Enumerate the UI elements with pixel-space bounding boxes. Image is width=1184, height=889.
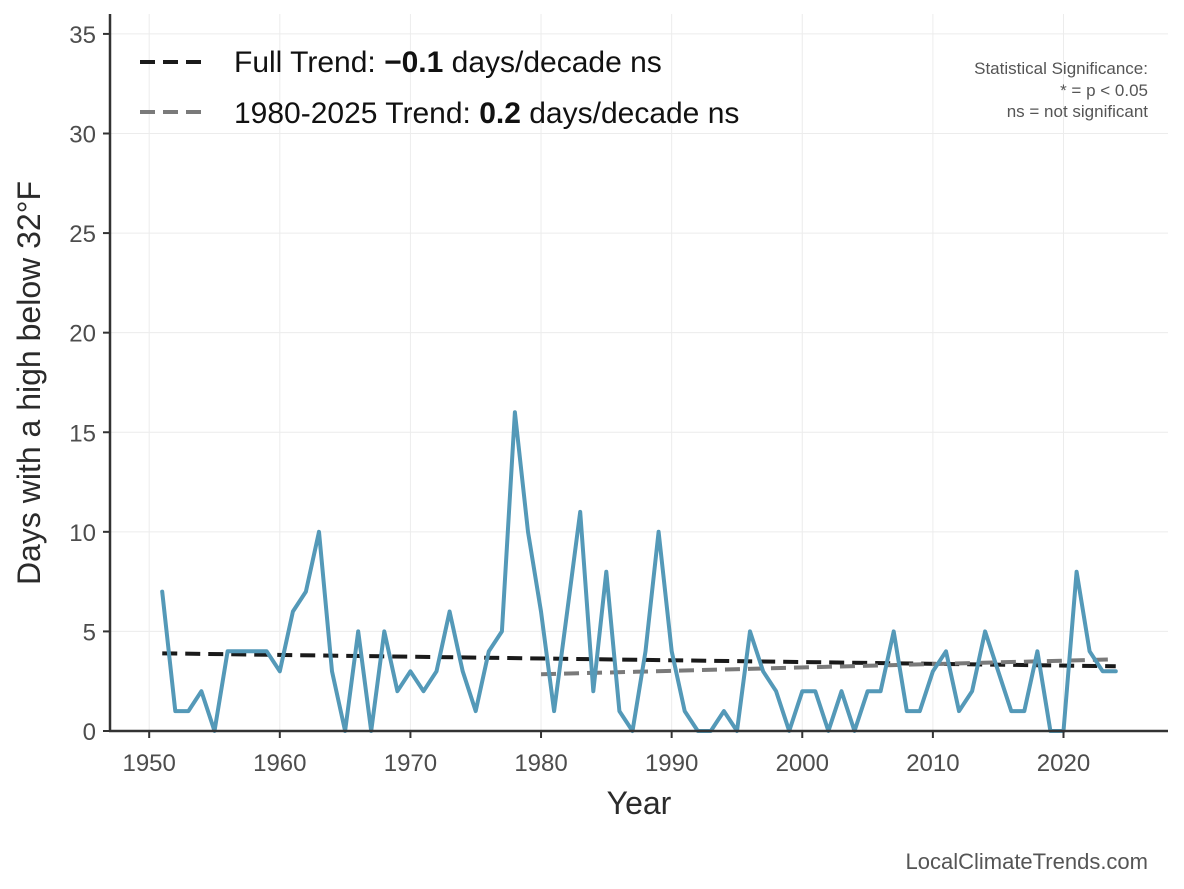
x-tick-label: 2010 (906, 750, 959, 777)
y-tick-label: 15 (69, 420, 96, 447)
trend-lines (162, 651, 1116, 677)
x-tick-label: 1990 (645, 750, 698, 777)
significance-line-2: ns = not significant (1007, 102, 1149, 121)
significance-note: Statistical Significance: * = p < 0.05 n… (974, 59, 1148, 121)
data-series (160, 410, 1118, 733)
y-axis-ticks: 0 5 10 15 20 25 30 35 (69, 22, 110, 746)
recent-trend-line (540, 657, 1116, 677)
y-axis-title: Days with a high below 32°F (11, 181, 47, 585)
x-axis-title: Year (607, 785, 672, 821)
significance-title: Statistical Significance: (974, 59, 1148, 78)
x-tick-label: 1950 (122, 750, 175, 777)
x-tick-label: 1960 (253, 750, 306, 777)
y-tick-label: 5 (83, 619, 96, 646)
y-tick-label: 35 (69, 22, 96, 49)
y-tick-label: 10 (69, 520, 96, 547)
legend-label-recent-trend: 1980-2025 Trend: 0.2 days/decade ns (234, 97, 739, 130)
full-trend-line (162, 651, 1116, 669)
y-tick-label: 30 (69, 122, 96, 149)
x-tick-label: 1970 (384, 750, 437, 777)
y-tick-label: 25 (69, 221, 96, 248)
x-tick-label: 1980 (514, 750, 567, 777)
y-tick-label: 20 (69, 321, 96, 348)
legend: Full Trend: −0.1 days/decade ns 1980-202… (140, 46, 739, 130)
gridlines (110, 14, 1168, 732)
y-tick-label: 0 (83, 719, 96, 746)
x-axis-ticks: 1950 1960 1970 1980 1990 2000 2010 2020 (122, 731, 1090, 777)
source-watermark: LocalClimateTrends.com (906, 849, 1149, 874)
series-line (160, 410, 1118, 733)
x-tick-label: 2000 (776, 750, 829, 777)
x-tick-label: 2020 (1037, 750, 1090, 777)
significance-line-1: * = p < 0.05 (1060, 81, 1148, 100)
legend-label-full-trend: Full Trend: −0.1 days/decade ns (234, 46, 662, 79)
